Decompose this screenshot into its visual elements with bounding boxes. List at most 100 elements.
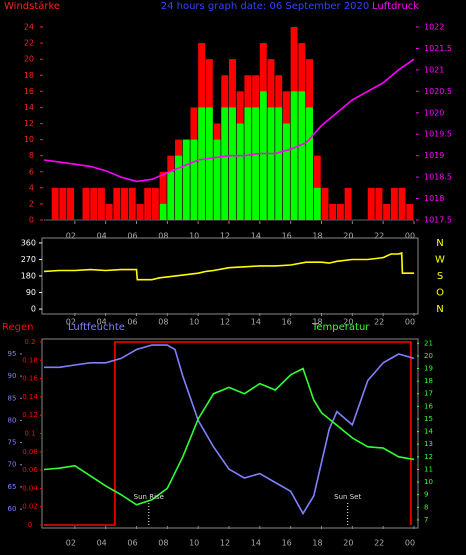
y-tick-label: 12	[424, 453, 433, 461]
y-tick-label: 15	[424, 415, 433, 423]
x-tick-label: 10	[189, 539, 199, 548]
wind-bar	[298, 91, 306, 220]
y-tick-label: 13	[424, 440, 433, 448]
y-tick-label: 18	[424, 377, 433, 385]
wind-bar	[406, 203, 414, 220]
x-tick-label: 02	[66, 318, 76, 327]
series-label: Luftfeuchte	[68, 322, 125, 333]
x-tick-label: 04	[97, 539, 107, 548]
direction-line	[43, 251, 414, 281]
y-tick-label: 180	[21, 272, 36, 281]
y-tick-label: 8	[29, 151, 34, 160]
pressure-line	[43, 58, 415, 183]
y-tick-label: 90	[8, 372, 17, 380]
x-tick-label: 14	[251, 318, 261, 327]
wind-bar	[82, 187, 90, 220]
y2-tick-label: N	[436, 304, 443, 315]
y-tick-label: 20	[24, 55, 34, 64]
y-tick-label: 0.16	[22, 375, 38, 383]
y-tick-label: 0.12	[22, 411, 38, 419]
y-tick-label: 12	[24, 119, 34, 128]
y-tick-label: 16	[24, 87, 34, 96]
wind-bar	[390, 187, 398, 220]
x-tick-label: 04	[97, 232, 107, 241]
y-tick-label: 0.2	[24, 338, 35, 346]
x-tick-label: 18	[312, 318, 322, 327]
wind-bar	[267, 107, 275, 220]
wind-bar	[329, 203, 337, 220]
series-label: Regen	[2, 322, 34, 333]
y-tick-label: 0.08	[22, 448, 38, 456]
wind-bar	[336, 203, 344, 220]
wind-bar	[144, 187, 152, 220]
y-tick-label: 10	[424, 478, 433, 486]
wind-bar	[321, 187, 329, 220]
wind-bar	[59, 187, 67, 220]
y-tick-label: 14	[24, 103, 34, 112]
y-tick-label: 80	[8, 416, 17, 424]
x-tick-label: 20	[343, 539, 353, 548]
wind-label: Windstärke	[4, 1, 60, 12]
wind-bar	[175, 155, 182, 220]
x-tick-label: 10	[189, 318, 199, 327]
y-tick-label: 6	[29, 167, 34, 176]
y2-tick-label: 1021	[424, 65, 444, 74]
x-tick-label: 22	[374, 318, 384, 327]
wind-bar	[229, 107, 236, 220]
series-line	[44, 344, 415, 516]
y2-tick-label: S	[437, 271, 443, 282]
wind-bar	[313, 187, 321, 220]
y-tick-label: 7	[424, 516, 428, 524]
y2-tick-label: 1020.5	[424, 87, 452, 96]
y-tick-label: 360	[21, 238, 36, 247]
chart-title: 24 hours graph date: 06 September 2020	[161, 1, 370, 12]
annotation: Sun Rise	[134, 493, 164, 501]
y-tick-label: 20	[424, 352, 433, 360]
wind-bar	[190, 139, 198, 220]
wind-bar	[182, 139, 190, 220]
x-tick-label: 14	[251, 232, 261, 241]
y-tick-label: 17	[424, 390, 433, 398]
y-tick-label: 9	[424, 491, 428, 499]
y-tick-label: 18	[24, 71, 34, 80]
y2-tick-label: 1019.5	[424, 130, 452, 139]
y-tick-label: 21	[424, 339, 433, 347]
y-tick-label: 0.06	[22, 466, 38, 474]
wind-bar	[383, 203, 391, 220]
y-tick-label: 4	[29, 183, 34, 192]
x-tick-label: 06	[127, 318, 137, 327]
x-tick-label: 22	[374, 232, 384, 241]
y-tick-label: 19	[424, 365, 433, 373]
x-tick-label: 04	[97, 318, 107, 327]
wind-bar	[282, 123, 290, 220]
wind-bar	[205, 107, 213, 220]
x-tick-label: 16	[282, 539, 292, 548]
y2-tick-label: 1017.5	[424, 216, 452, 225]
y-tick-label: 14	[424, 428, 433, 436]
wind-bar	[51, 187, 59, 220]
wind-bar	[159, 171, 167, 220]
series-line	[44, 341, 412, 526]
x-tick-label: 02	[66, 539, 76, 548]
wind-bar	[275, 107, 283, 220]
x-tick-label: 08	[158, 232, 168, 241]
wind-bar	[90, 187, 98, 220]
x-tick-label: 18	[312, 232, 322, 241]
x-tick-label: 20	[343, 232, 353, 241]
y2-tick-label: 1018	[424, 194, 444, 203]
wind-bar	[221, 107, 229, 220]
y-tick-label: 10	[24, 135, 34, 144]
x-tick-label: 06	[127, 232, 137, 241]
wind-bar	[113, 187, 121, 220]
series-line	[43, 367, 415, 506]
y-tick-label: 0	[31, 305, 36, 314]
y-tick-label: 0.18	[22, 356, 38, 364]
wind-bar	[136, 203, 144, 220]
wind-bar	[151, 187, 159, 220]
wind-bar	[121, 187, 129, 220]
wind-bar	[128, 187, 136, 220]
wind-bar	[375, 187, 383, 220]
x-tick-label: 14	[251, 539, 261, 548]
y-tick-label: 85	[8, 394, 17, 402]
